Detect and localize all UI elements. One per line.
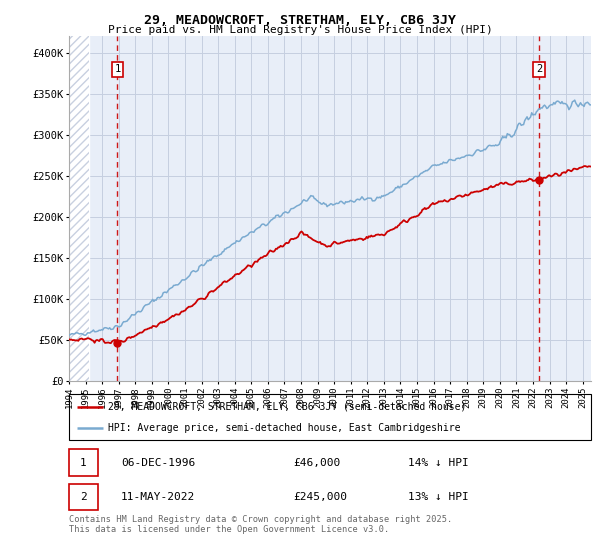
- Text: Price paid vs. HM Land Registry's House Price Index (HPI): Price paid vs. HM Land Registry's House …: [107, 25, 493, 35]
- Text: 06-DEC-1996: 06-DEC-1996: [121, 458, 196, 468]
- Text: 2: 2: [80, 492, 87, 502]
- Text: Contains HM Land Registry data © Crown copyright and database right 2025.
This d: Contains HM Land Registry data © Crown c…: [69, 515, 452, 534]
- Bar: [69, 36, 89, 381]
- Text: 14% ↓ HPI: 14% ↓ HPI: [409, 458, 469, 468]
- Text: £245,000: £245,000: [293, 492, 347, 502]
- Text: £46,000: £46,000: [293, 458, 341, 468]
- Text: 1: 1: [80, 458, 87, 468]
- Text: 13% ↓ HPI: 13% ↓ HPI: [409, 492, 469, 502]
- Text: 11-MAY-2022: 11-MAY-2022: [121, 492, 196, 502]
- Bar: [69, 450, 98, 475]
- Text: HPI: Average price, semi-detached house, East Cambridgeshire: HPI: Average price, semi-detached house,…: [108, 423, 461, 433]
- Bar: [69, 36, 89, 381]
- Bar: [69, 484, 98, 510]
- Text: 1: 1: [114, 64, 121, 74]
- Text: 29, MEADOWCROFT, STRETHAM, ELY, CB6 3JY (semi-detached house): 29, MEADOWCROFT, STRETHAM, ELY, CB6 3JY …: [108, 402, 467, 412]
- Text: 29, MEADOWCROFT, STRETHAM, ELY, CB6 3JY: 29, MEADOWCROFT, STRETHAM, ELY, CB6 3JY: [144, 14, 456, 27]
- Text: 2: 2: [536, 64, 542, 74]
